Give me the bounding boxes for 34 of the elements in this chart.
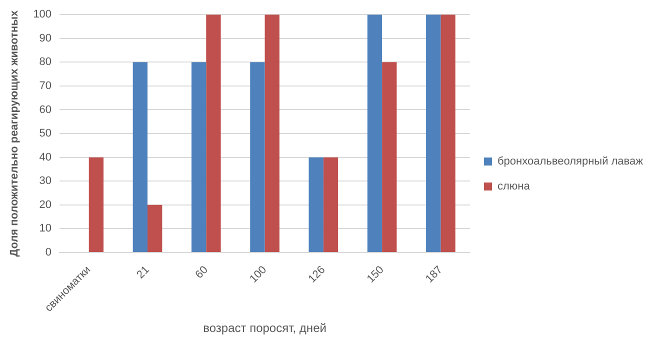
x-tick-label: 60	[193, 264, 210, 282]
bar	[382, 62, 397, 252]
y-tick-label: 90	[39, 32, 52, 44]
y-axis-title: Доля положительно реагирующих животных	[8, 9, 21, 257]
y-tick-label: 80	[39, 56, 52, 68]
x-axis-title: возраст поросят, дней	[203, 321, 326, 336]
x-tick-label: 21	[134, 264, 152, 282]
x-tick-label: 150	[364, 264, 386, 286]
y-tick-label: 70	[39, 80, 52, 92]
bar	[323, 157, 338, 252]
x-tick-label: 126	[306, 264, 328, 286]
bar	[264, 14, 280, 252]
y-tick-label: 30	[39, 175, 52, 188]
bar	[367, 14, 382, 252]
bar	[132, 62, 148, 252]
bar	[250, 62, 265, 252]
legend-label: слюна	[498, 180, 531, 193]
bar	[308, 157, 324, 252]
y-tick-label: 0	[45, 246, 52, 258]
y-tick-label: 50	[39, 128, 52, 140]
bar	[440, 14, 456, 252]
y-tick-label: 100	[33, 8, 52, 21]
y-tick-label: 40	[39, 151, 52, 164]
x-tick-label: 187	[423, 264, 445, 286]
bar	[191, 62, 206, 252]
legend-label: бронхоальвеолярный лаваж	[498, 156, 644, 168]
bar	[148, 204, 162, 252]
bar	[88, 157, 104, 252]
y-tick-label: 60	[39, 104, 52, 116]
x-tick-label: 100	[248, 264, 270, 286]
bar	[426, 14, 441, 252]
bar	[206, 14, 221, 252]
y-tick-label: 20	[39, 198, 52, 211]
y-tick-label: 10	[39, 222, 52, 235]
